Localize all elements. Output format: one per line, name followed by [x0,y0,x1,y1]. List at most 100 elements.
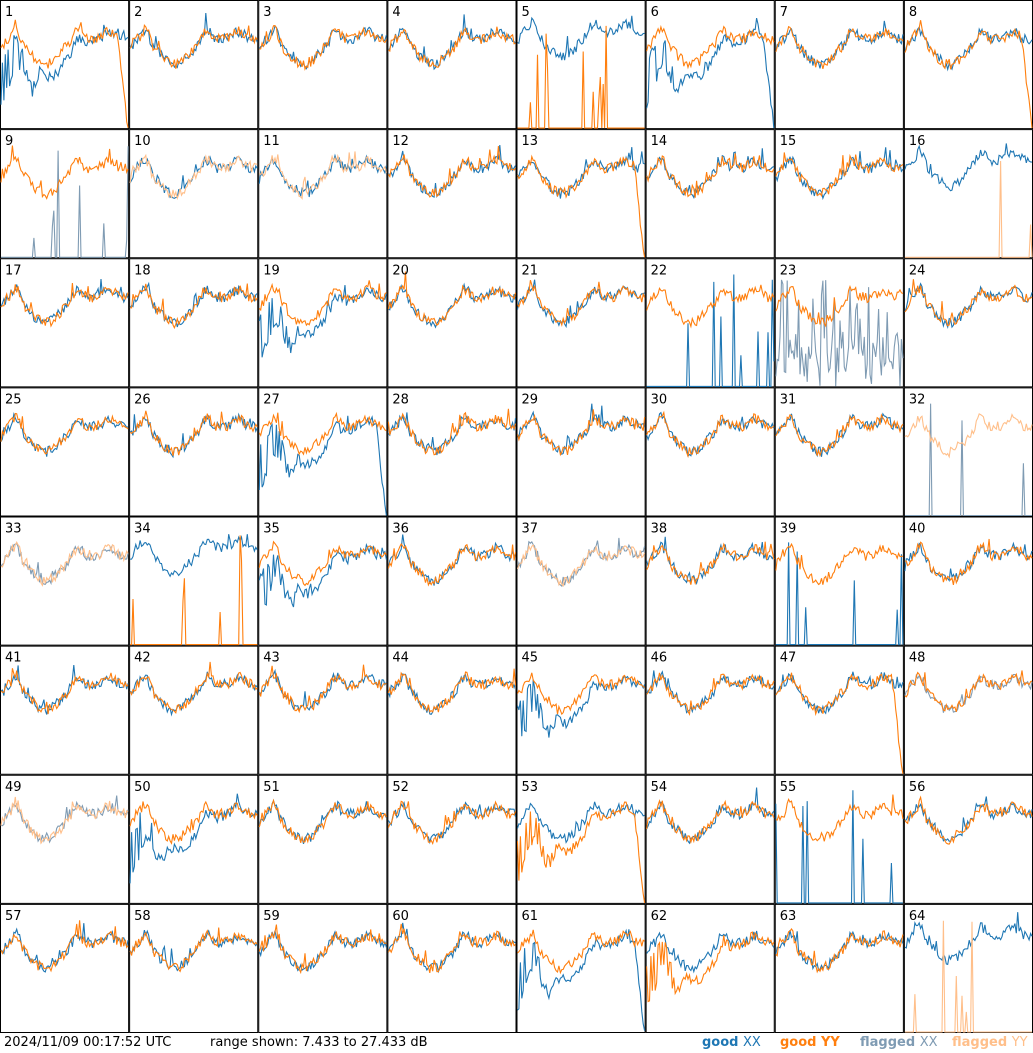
panel-frame [645,774,775,904]
series-xx [904,403,1032,517]
panel-3: 3 [258,0,388,130]
series-yy [775,25,904,70]
panel-label: 13 [522,134,539,149]
panel-57: 57 [0,903,130,1033]
panel-label: 21 [522,263,539,278]
panel-label: 30 [651,392,668,407]
panel-52: 52 [387,774,517,904]
panel-22: 22 [645,258,775,388]
series-yy [0,283,129,328]
panel-37: 37 [516,516,646,646]
panel-label: 26 [134,392,151,407]
panel-23: 23 [774,258,904,388]
series-xx [646,274,775,387]
series-xx [258,25,387,70]
panel-frame [387,258,517,388]
panel-6: 6 [645,0,775,130]
panel-17: 17 [0,258,130,388]
series-yy [775,794,904,842]
panel-label: 18 [134,263,151,278]
panel-label: 59 [263,909,280,924]
series-yy [259,151,387,201]
legend-word: good [780,1035,817,1050]
series-xx [258,285,387,358]
panel-55: 55 [774,774,904,904]
panel-56: 56 [903,774,1033,904]
panel-54: 54 [645,774,775,904]
series-yy [387,800,517,846]
panel-label: 57 [5,909,22,924]
panel-frame [258,0,388,130]
panel-label: 31 [780,392,797,407]
legend-word: flagged [860,1035,916,1050]
series-yy [517,25,645,129]
series-yy [0,541,129,587]
panel-label: 19 [263,263,280,278]
panel-5: 5 [516,0,646,130]
panel-45: 45 [516,645,646,775]
series-yy [516,672,645,716]
panel-64: 64 [903,903,1033,1033]
panel-label: 45 [522,651,539,666]
series-yy [904,670,1033,712]
series-yy [130,535,258,646]
series-xx [0,412,129,457]
series-yy [646,410,775,459]
panel-label: 39 [780,522,797,537]
panel-frame [387,0,517,130]
panel-38: 38 [645,516,775,646]
panel-frame [258,645,388,775]
series-yy [646,931,775,1003]
panel-7: 7 [774,0,904,130]
panel-frame [0,903,130,1033]
panel-frame [129,129,259,259]
series-yy [258,798,387,844]
series-xx [258,415,387,516]
legend-pol: XX [743,1035,761,1050]
legend-word: good [702,1035,739,1050]
panel-50: 50 [129,774,259,904]
panel-frame [516,516,646,646]
panel-frame [387,129,517,259]
panel-29: 29 [516,387,646,517]
series-xx [646,17,775,129]
series-yy [258,664,387,714]
panel-frame [516,129,646,259]
series-xx [516,801,645,844]
series-xx [646,670,775,714]
panel-frame [903,774,1033,904]
panel-19: 19 [258,258,388,388]
series-yy [259,25,387,71]
panel-label: 44 [392,651,409,666]
panel-label: 41 [5,651,22,666]
series-yy [646,284,775,329]
panel-frame [129,0,259,130]
panel-14: 14 [645,129,775,259]
panel-label: 8 [909,5,917,20]
series-yy [0,796,129,845]
series-xx [258,543,387,608]
panel-frame [129,387,259,517]
panel-label: 50 [134,780,151,795]
series-yy [516,409,646,457]
panel-label: 48 [909,651,926,666]
series-yy [258,924,387,975]
panel-33: 33 [0,516,130,646]
series-yy [646,24,775,70]
panel-frame [774,774,904,904]
series-yy [775,152,904,198]
panel-label: 37 [522,522,539,537]
series-yy [516,544,646,588]
series-yy [516,801,646,903]
panel-label: 6 [651,5,659,20]
panel-label: 52 [392,780,409,795]
panel-frame [774,0,904,130]
series-yy [387,271,517,326]
panel-frame [258,903,388,1033]
panel-frame [387,774,517,904]
series-yy [775,413,904,458]
panel-10: 10 [129,129,259,259]
panel-label: 55 [780,780,797,795]
panel-51: 51 [258,774,388,904]
panel-label: 63 [780,909,797,924]
